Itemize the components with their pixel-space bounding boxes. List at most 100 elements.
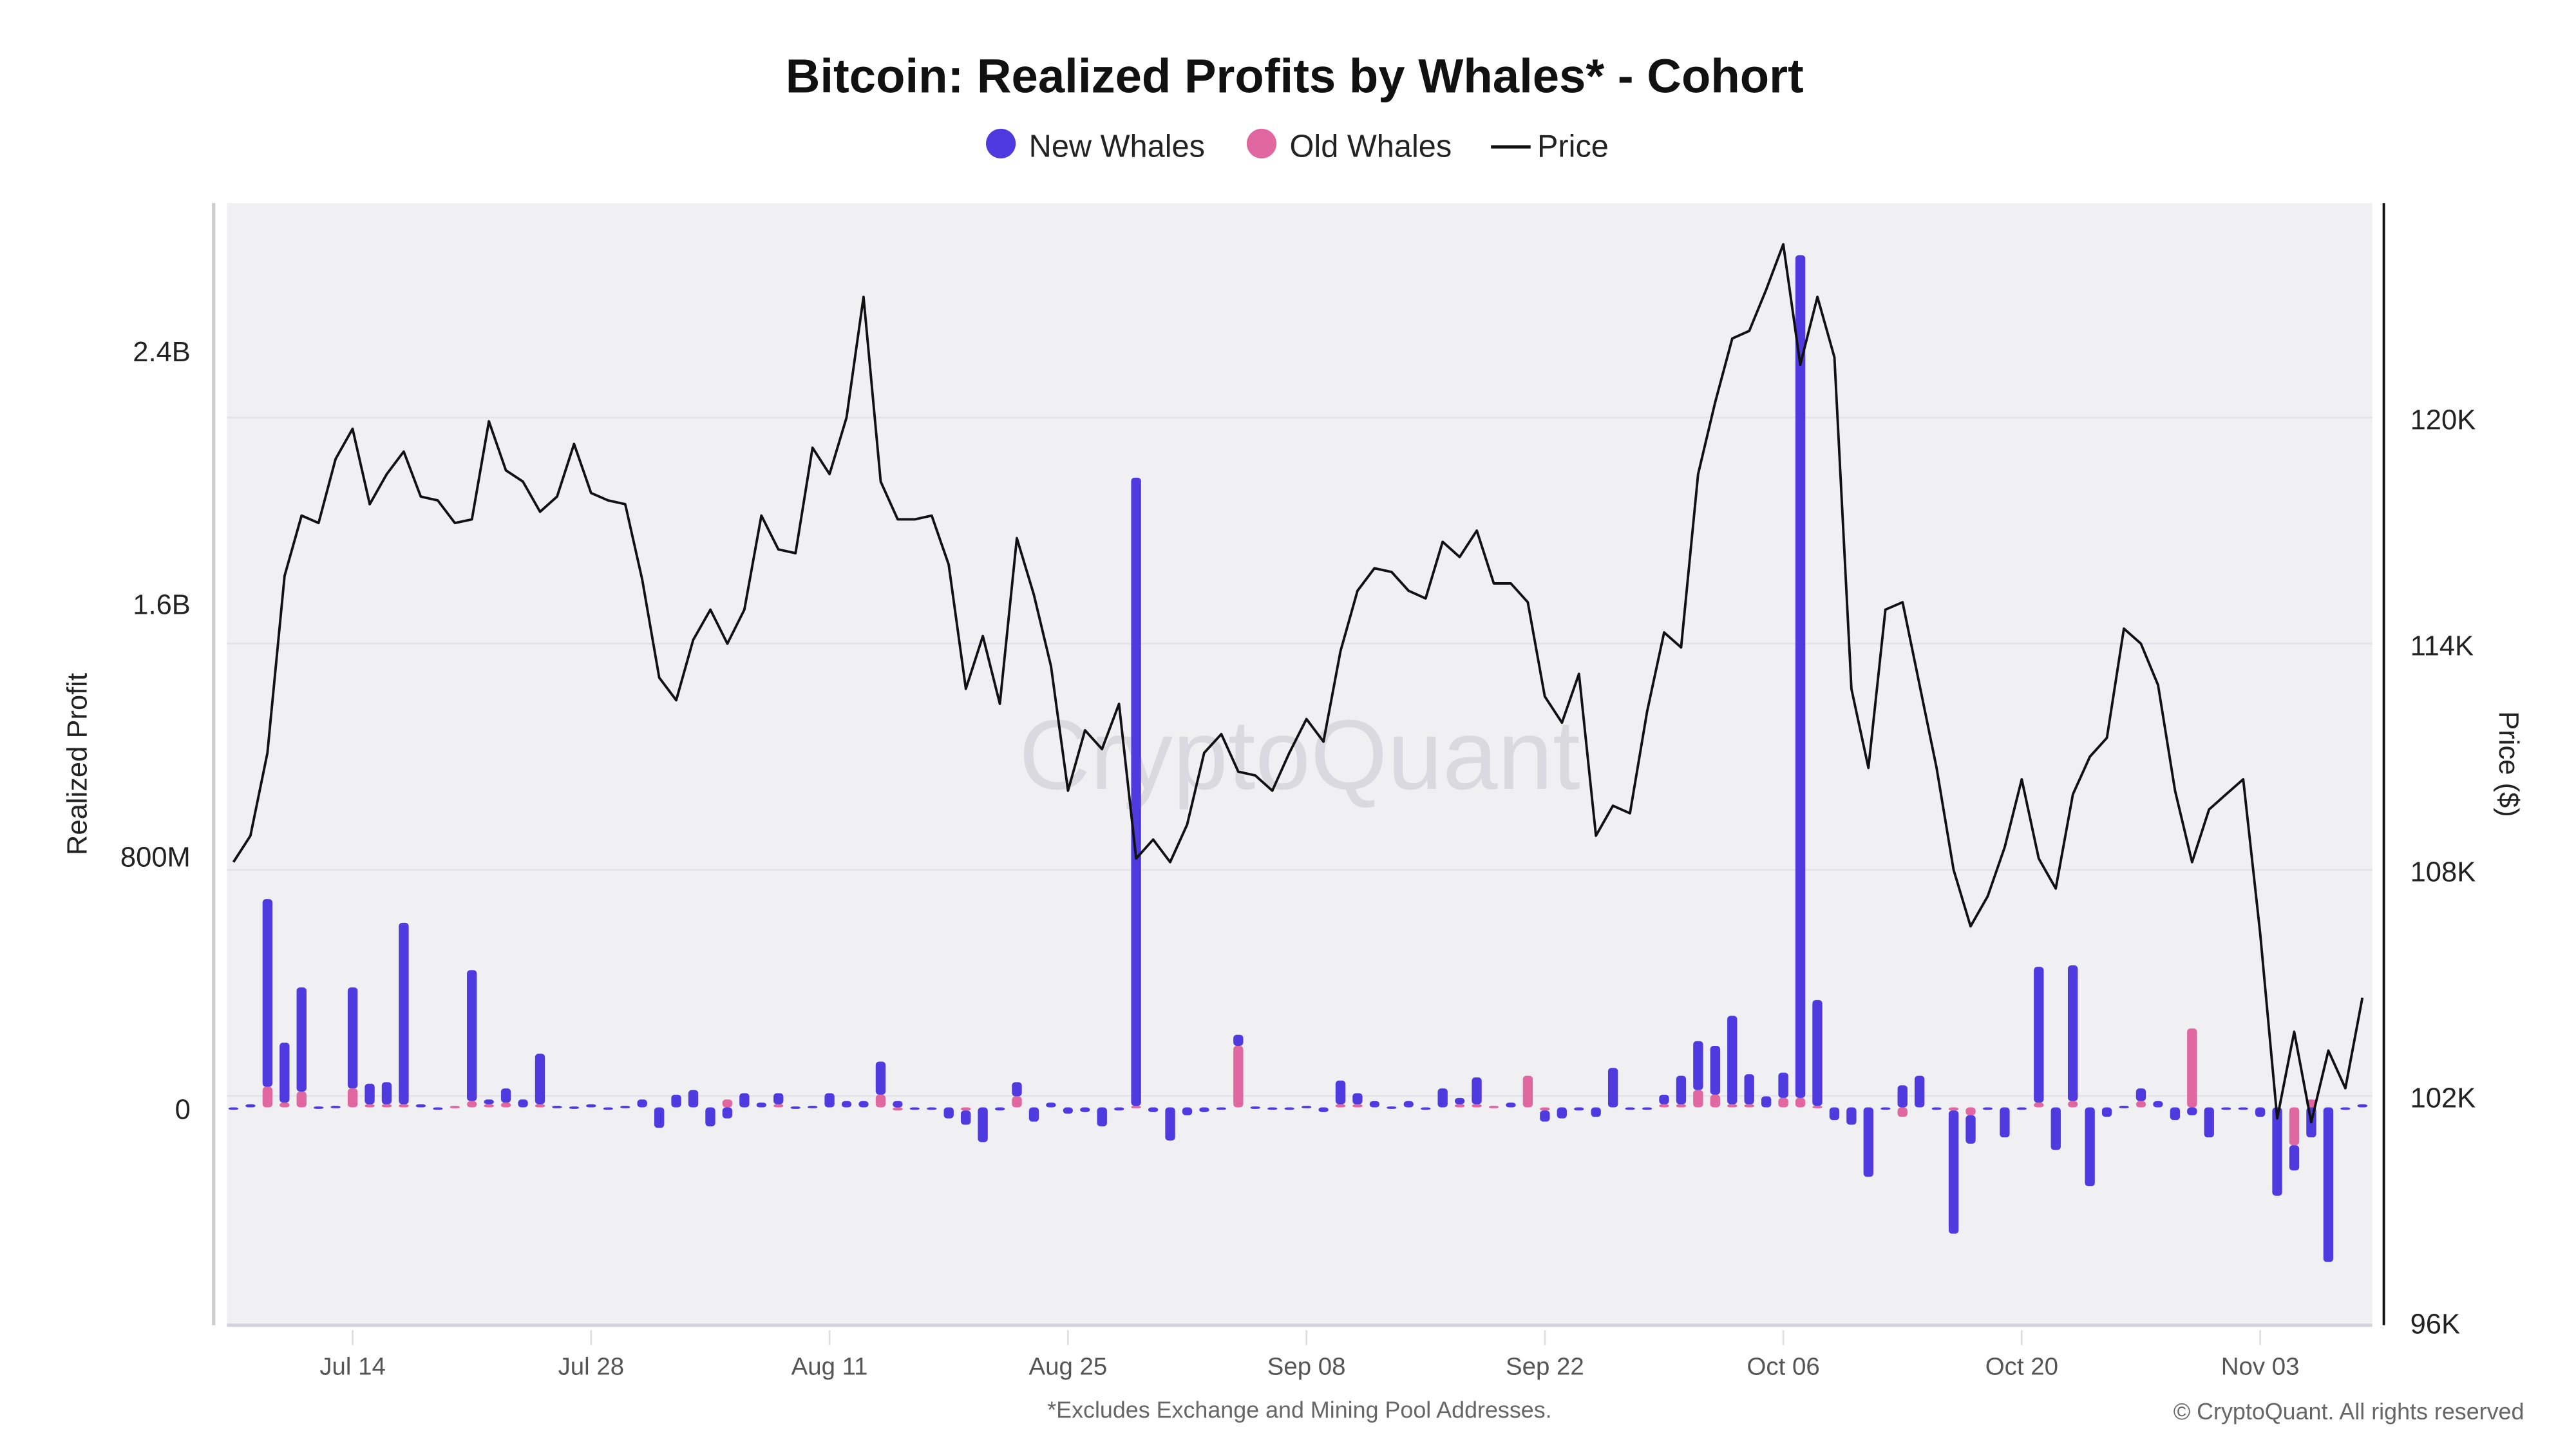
new-whales-bar: [228, 1107, 239, 1110]
new-whales-bar: [2187, 1107, 2197, 1115]
old-whales-bar: [1472, 1104, 1482, 1108]
new-whales-bar: [1267, 1107, 1278, 1110]
gridlines: [227, 417, 2372, 1097]
new-whales-bar: [1880, 1107, 1891, 1110]
legend-price-label[interactable]: Price: [1537, 129, 1609, 164]
new-whales-bar: [1199, 1107, 1209, 1112]
new-whales-bar: [1540, 1110, 1550, 1122]
old-whales-bar: [1778, 1097, 1788, 1108]
new-whales-bar: [1182, 1107, 1193, 1115]
new-whales-bar: [1897, 1085, 1908, 1108]
old-whales-bar: [467, 1101, 477, 1108]
right-axis-ticks: 96K 102K 108K 114K 120K: [2410, 404, 2476, 1340]
new-whales-bar: [2272, 1107, 2282, 1196]
new-whales-bar: [2016, 1107, 2027, 1110]
new-whales-bar: [518, 1099, 528, 1108]
new-whales-bar: [1625, 1107, 1635, 1110]
new-whales-bar: [2170, 1107, 2181, 1121]
new-whales-bar: [1591, 1107, 1601, 1117]
new-whales-bar: [500, 1088, 511, 1103]
old-whales-bar: [399, 1104, 409, 1108]
old-whales-bar: [450, 1106, 460, 1108]
new-whales-bar: [1437, 1088, 1448, 1108]
new-whales-bar: [2357, 1104, 2367, 1108]
new-whales-bar: [399, 922, 409, 1104]
new-whales-bar: [1369, 1101, 1380, 1108]
x-tick-label: Jul 28: [558, 1353, 625, 1381]
new-whales-bar: [790, 1106, 800, 1109]
legend-new-whales-marker: [986, 128, 1016, 159]
new-whales-bar: [1965, 1115, 1976, 1144]
old-whales-bar: [1335, 1104, 1346, 1108]
legend-old-whales-marker: [1246, 128, 1277, 159]
x-tick-label: Aug 25: [1028, 1353, 1107, 1381]
new-whales-bar: [1931, 1107, 1942, 1110]
new-whales-bar: [2119, 1106, 2129, 1108]
new-whales-bar: [415, 1104, 426, 1108]
new-whales-bar: [1080, 1107, 1090, 1112]
new-whales-bar: [1829, 1107, 1840, 1121]
old-whales-bar: [1812, 1106, 1823, 1108]
new-whales-bar: [1403, 1101, 1414, 1108]
old-whales-bar: [535, 1104, 545, 1108]
old-whales-bar: [875, 1094, 886, 1108]
new-whales-bar: [1607, 1068, 1618, 1108]
y-axis-label: Realized Profit: [62, 673, 93, 855]
new-whales-bar: [841, 1101, 852, 1108]
new-whales-bar: [1727, 1016, 1738, 1104]
new-whales-bar: [1761, 1096, 1772, 1108]
new-whales-bar: [2255, 1107, 2266, 1117]
chart-title: Bitcoin: Realized Profits by Whales* - C…: [786, 50, 1804, 103]
y2-tick-label: 120K: [2410, 404, 2476, 435]
y2-tick-label: 102K: [2410, 1083, 2476, 1114]
new-whales-bar: [637, 1099, 647, 1108]
new-whales-bar: [1642, 1107, 1653, 1110]
new-whales-bar: [1948, 1110, 1959, 1234]
old-whales-bar: [1710, 1094, 1721, 1108]
y-tick-label: 800M: [120, 842, 191, 873]
new-whales-bar: [927, 1107, 937, 1110]
new-whales-bar: [1710, 1045, 1721, 1095]
legend-old-whales-label[interactable]: Old Whales: [1290, 129, 1452, 164]
y-tick-label: 1.6B: [133, 589, 191, 620]
new-whales-bar: [1659, 1094, 1669, 1104]
new-whales-bar: [654, 1107, 665, 1128]
legend-new-whales-label[interactable]: New Whales: [1029, 129, 1205, 164]
new-whales-bar: [1693, 1041, 1703, 1090]
y2-tick-label: 114K: [2410, 630, 2474, 661]
old-whales-bar: [1693, 1090, 1703, 1108]
new-whales-bar: [1063, 1107, 1074, 1114]
new-whales-bar: [1676, 1075, 1687, 1104]
new-whales-bar: [2136, 1088, 2146, 1101]
old-whales-bar: [347, 1088, 358, 1108]
new-whales-bar: [739, 1093, 750, 1108]
new-whales-bar: [2289, 1145, 2300, 1171]
footnote: *Excludes Exchange and Mining Pool Addre…: [1047, 1397, 1551, 1423]
new-whales-bar: [1148, 1107, 1159, 1112]
new-whales-bar: [245, 1104, 256, 1108]
old-whales-bar: [722, 1099, 733, 1108]
old-whales-bar: [1233, 1045, 1244, 1108]
new-whales-bar: [381, 1082, 392, 1104]
x-tick-label: Nov 03: [2221, 1353, 2300, 1381]
new-whales-bar: [807, 1106, 818, 1108]
new-whales-bar: [1216, 1107, 1227, 1110]
new-whales-bar: [2153, 1101, 2163, 1108]
old-whales-bar: [262, 1086, 273, 1108]
copyright: © CryptoQuant. All rights reserved: [2174, 1399, 2524, 1425]
new-whales-bar: [1557, 1107, 1567, 1119]
new-whales-bar: [1335, 1080, 1346, 1104]
new-whales-bar: [2050, 1107, 2061, 1150]
new-whales-bar: [1472, 1077, 1482, 1104]
new-whales-bar: [1454, 1097, 1465, 1104]
new-whales-bar: [314, 1106, 324, 1109]
y-tick-label: 2.4B: [133, 337, 191, 368]
new-whales-bar: [1574, 1107, 1584, 1111]
new-whales-bar: [1318, 1107, 1329, 1112]
price-line: [232, 243, 2364, 1124]
old-whales-bar: [2289, 1107, 2300, 1146]
old-whales-bar: [1012, 1096, 1022, 1108]
old-whales-bar: [2187, 1028, 2197, 1108]
new-whales-bar: [909, 1107, 920, 1110]
x-tick-label: Aug 11: [791, 1353, 868, 1381]
